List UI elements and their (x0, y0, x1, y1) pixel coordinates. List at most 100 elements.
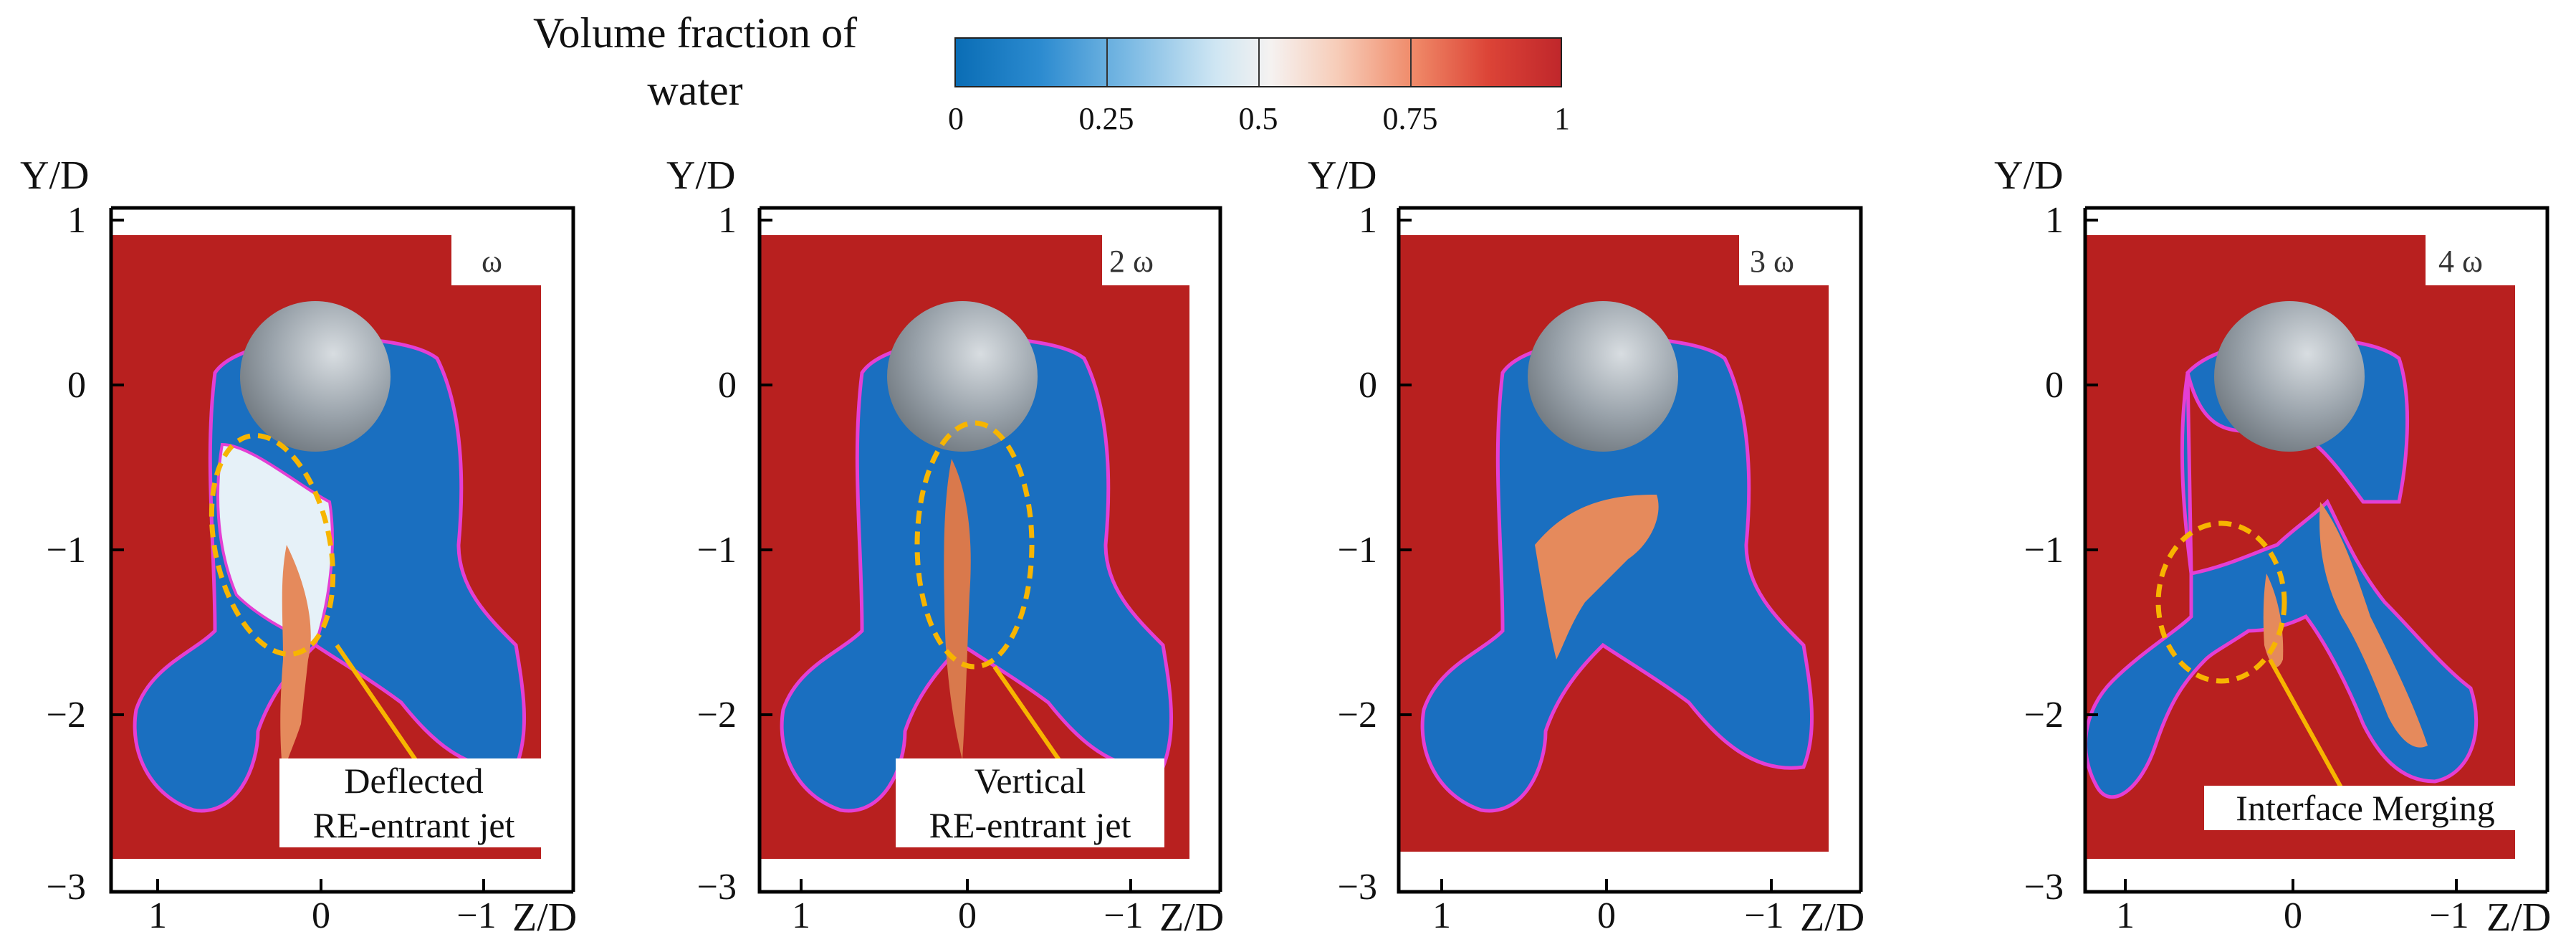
y-tick: 0 (718, 365, 737, 406)
y-tick: 0 (1359, 365, 1377, 406)
x-tick: −1 (2429, 895, 2469, 936)
callout-line (2268, 658, 2344, 790)
axes-frame (2085, 206, 2549, 892)
y-tick: −1 (1337, 530, 1377, 571)
liquid-jet (1535, 495, 1659, 660)
colorbar-tick-label: 0.25 (1078, 101, 1134, 136)
panel-4omega: Y/D 1 0 −1 −2 −3 1 0 −1 Z/D 4 ω Interfac… (1940, 0, 2557, 942)
y-tick: 1 (2045, 200, 2064, 241)
y-tick: −1 (2024, 530, 2064, 571)
axes-frame (109, 208, 573, 894)
colorbar-tick-mark (1258, 39, 1260, 86)
sphere (1528, 301, 1678, 452)
y-axis-label: Y/D (1994, 153, 2064, 198)
x-axis-label: Z/D (2486, 895, 2552, 940)
x-tick: 0 (312, 895, 330, 936)
annotation-line2: RE-entrant jet (312, 805, 515, 845)
axes-frame (1397, 208, 1861, 894)
panel-plot (2083, 206, 2549, 894)
colorbar-tick-label: 1 (1554, 101, 1570, 136)
y-tick: 1 (67, 200, 86, 241)
axes-frame (760, 206, 1222, 892)
x-axis-label: Z/D (1800, 895, 1865, 940)
axes-frame (111, 206, 575, 892)
colorbar-title: Volume fraction of water (459, 4, 932, 119)
x-tick: 0 (1597, 895, 1616, 936)
colorbar-tick-mark (1410, 39, 1412, 86)
highlight-ellipse (209, 432, 336, 657)
y-axis-label: Y/D (1308, 153, 1377, 198)
label-box (1739, 235, 1829, 285)
liquid-jet (2319, 502, 2428, 748)
y-tick: −3 (696, 867, 737, 908)
colorbar-title-line2: water (647, 67, 743, 114)
x-tick: −1 (1103, 895, 1144, 936)
panel-plot (1397, 206, 1863, 894)
annotation-box: Deflected RE-entrant jet (279, 758, 548, 847)
x-axis-label: Z/D (512, 895, 578, 940)
axis-ticks (1399, 219, 1773, 892)
y-tick: −1 (696, 530, 737, 571)
axes-frame (1399, 206, 1863, 892)
y-tick: −3 (1337, 867, 1377, 908)
y-axis-label: Y/D (666, 153, 736, 198)
panel-2omega: Y/D 1 0 −1 −2 −3 1 0 −1 Z/D 2 ω Vertical… (643, 0, 1260, 942)
annotation-line1: Interface Merging (2236, 788, 2495, 828)
y-tick: 1 (718, 200, 737, 241)
axes-frame (2083, 208, 2547, 894)
annotation-line1: Vertical (974, 761, 1086, 801)
frequency-label: ω (482, 244, 502, 279)
liquid-jet (280, 545, 311, 774)
frequency-label: 4 ω (2438, 244, 2483, 279)
y-tick: −3 (2024, 867, 2064, 908)
colorbar-tick-label: 0.75 (1382, 101, 1438, 136)
y-tick: −1 (46, 530, 86, 571)
highlight-ellipse (2155, 520, 2287, 684)
x-tick: 1 (148, 895, 167, 936)
label-box (2426, 235, 2515, 285)
y-tick: −2 (1337, 695, 1377, 736)
annotation-line2: RE-entrant jet (929, 805, 1131, 845)
callout-line (335, 644, 418, 761)
annotation-box: Vertical RE-entrant jet (896, 758, 1164, 847)
y-tick: 0 (67, 365, 86, 406)
x-tick: 1 (1432, 895, 1451, 936)
y-axis-label: Y/D (20, 153, 90, 198)
panel-plot (109, 206, 575, 894)
y-tick: −2 (46, 695, 86, 736)
x-tick: 0 (2284, 895, 2302, 936)
liquid-jet (944, 459, 971, 760)
x-tick: −1 (456, 895, 497, 936)
axis-ticks (111, 219, 485, 892)
x-tick: 1 (792, 895, 810, 936)
y-tick: −2 (696, 695, 737, 736)
label-box (1102, 235, 1189, 285)
annotation-box: Interface Merging (2204, 786, 2527, 830)
x-tick: −1 (1744, 895, 1784, 936)
panel-omega: Y/D 1 0 −1 −2 −3 1 0 −1 Z/D ω Deflected … (0, 0, 616, 942)
label-box (451, 235, 541, 285)
panel-3omega: Y/D 1 0 −1 −2 −3 1 0 −1 Z/D 3 ω (1284, 0, 1900, 942)
x-tick: 0 (958, 895, 977, 936)
highlight-ellipse (914, 420, 1035, 670)
x-tick: 1 (2116, 895, 2135, 936)
colorbar-tick-label: 0 (948, 101, 964, 136)
colorbar-tick-label: 0.5 (1238, 101, 1278, 136)
y-tick: 1 (1359, 200, 1377, 241)
axis-ticks (760, 219, 1132, 892)
colorbar-tick-mark (1106, 39, 1108, 86)
cavity-region (1420, 336, 1814, 813)
x-axis-label: Z/D (1159, 895, 1225, 940)
frequency-label: 2 ω (1109, 244, 1154, 279)
panel-plot (757, 206, 1222, 894)
liquid-jet (2263, 574, 2284, 667)
y-tick: −2 (2024, 695, 2064, 736)
axis-ticks (2085, 219, 2458, 892)
sphere (887, 301, 1038, 452)
annotation-line1: Deflected (344, 761, 484, 801)
sphere (2214, 301, 2365, 452)
axes-frame (757, 208, 1220, 894)
callout-line (992, 665, 1061, 761)
cavity-region (780, 336, 1174, 813)
y-tick: −3 (46, 867, 86, 908)
